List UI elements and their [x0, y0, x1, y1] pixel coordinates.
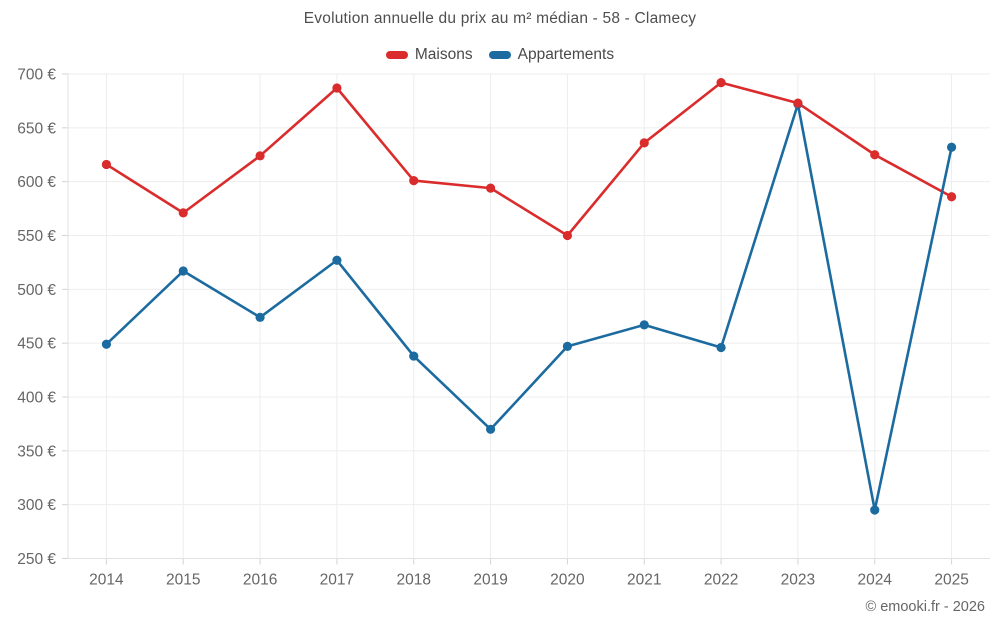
data-point-maisons-2020[interactable]	[562, 230, 573, 241]
x-axis-label: 2019	[473, 572, 507, 589]
y-axis-label: 650 €	[17, 120, 56, 137]
series-line-appartements	[105, 102, 953, 512]
x-axis-label: 2017	[320, 572, 354, 589]
data-point-maisons-2018[interactable]	[409, 175, 419, 186]
legend-label-maisons: Maisons	[414, 46, 473, 63]
series-line-maisons	[105, 81, 953, 237]
y-axis-label: 350 €	[17, 443, 56, 460]
y-axis-label: 450 €	[17, 336, 56, 353]
data-point-appartements-2024[interactable]	[870, 505, 880, 515]
y-axis-label: 550 €	[17, 228, 56, 245]
data-point-maisons-2021[interactable]	[639, 138, 649, 148]
y-axis-label: 400 €	[17, 390, 56, 407]
x-axis-label: 2014	[89, 572, 124, 589]
legend-swatch-appartements-icon	[488, 51, 511, 59]
copyright-credit: © emooki.fr - 2026	[865, 599, 985, 615]
data-point-maisons-2014[interactable]	[101, 159, 112, 170]
data-point-appartements-2021[interactable]	[639, 320, 649, 330]
legend-swatch-maisons-icon	[385, 51, 408, 59]
legend-label-appartements: Appartements	[517, 46, 615, 63]
x-axis-label: 2016	[243, 572, 277, 589]
data-point-maisons-2023[interactable]	[793, 98, 803, 108]
data-point-appartements-2016[interactable]	[255, 312, 265, 322]
y-axis-label: 500 €	[17, 282, 56, 299]
data-point-appartements-2014[interactable]	[101, 339, 112, 349]
x-axis-label: 2025	[934, 572, 968, 589]
data-point-maisons-2016[interactable]	[255, 151, 265, 161]
chart-legend: Maisons Appartements	[0, 44, 1000, 66]
x-axis-label: 2022	[704, 572, 738, 589]
data-point-appartements-2018[interactable]	[409, 351, 419, 361]
legend-item-maisons[interactable]: Maisons	[385, 46, 473, 64]
y-axis-label: 300 €	[17, 497, 56, 514]
x-axis-label: 2018	[397, 572, 431, 589]
data-point-maisons-2015[interactable]	[178, 208, 188, 218]
data-point-appartements-2019[interactable]	[485, 424, 496, 434]
data-point-maisons-2019[interactable]	[485, 183, 496, 193]
chart-title: Evolution annuelle du prix au m² médian …	[303, 10, 697, 27]
x-axis-label: 2021	[627, 572, 661, 589]
data-point-appartements-2015[interactable]	[178, 266, 188, 276]
x-axis-label: 2020	[550, 572, 585, 589]
data-point-appartements-2017[interactable]	[332, 255, 342, 265]
x-axis-label: 2015	[166, 572, 200, 589]
data-point-appartements-2025[interactable]	[946, 142, 957, 152]
y-axis-label: 700 €	[17, 67, 56, 84]
data-point-maisons-2024[interactable]	[870, 150, 880, 160]
data-point-appartements-2022[interactable]	[716, 342, 726, 353]
x-axis-label: 2024	[858, 572, 893, 589]
legend-item-appartements[interactable]: Appartements	[488, 46, 615, 64]
y-axis-label: 250 €	[17, 551, 56, 568]
y-axis-label: 600 €	[17, 174, 56, 191]
data-point-maisons-2025[interactable]	[946, 192, 957, 202]
data-point-maisons-2022[interactable]	[716, 78, 726, 88]
data-point-maisons-2017[interactable]	[332, 83, 342, 93]
x-axis-label: 2023	[781, 572, 815, 589]
data-point-appartements-2020[interactable]	[562, 341, 573, 351]
